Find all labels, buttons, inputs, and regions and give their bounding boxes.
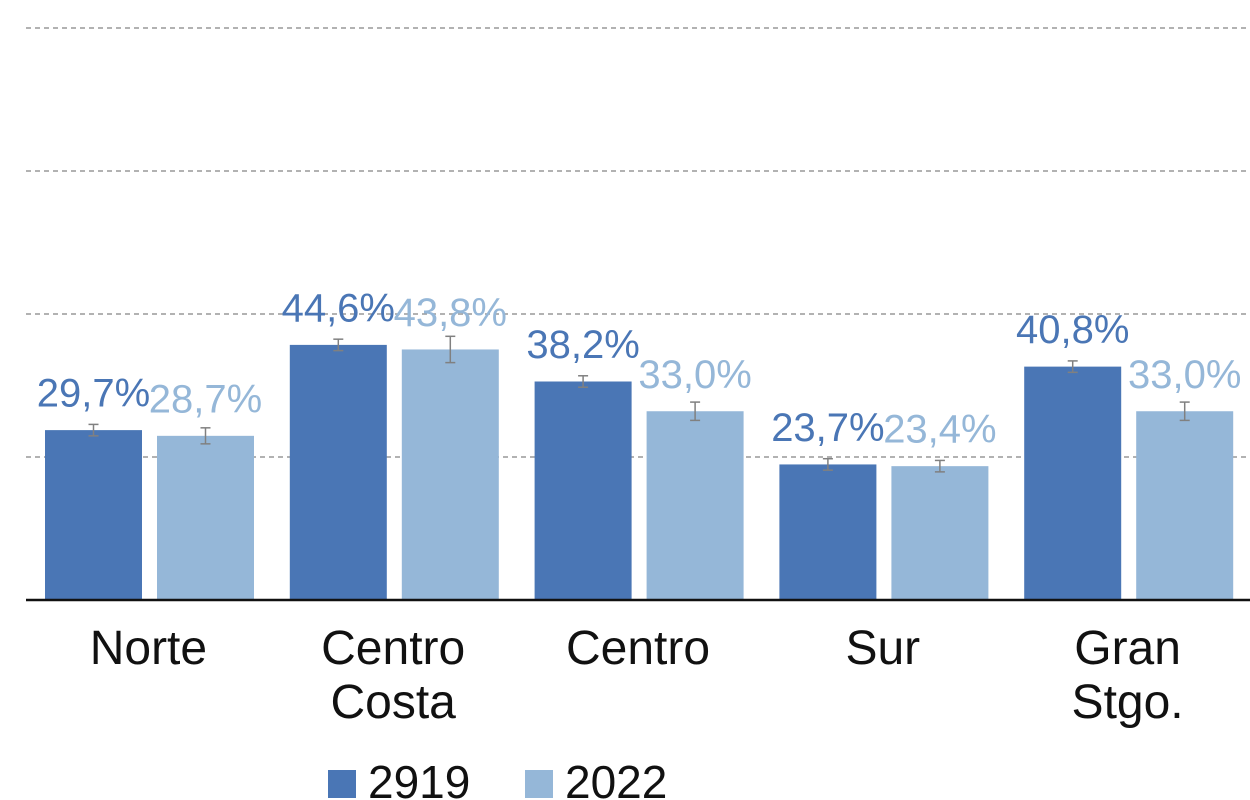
error-bar xyxy=(88,423,99,437)
bar xyxy=(157,435,254,600)
value-label: 40,8% xyxy=(1016,308,1129,352)
error-bar xyxy=(690,401,701,422)
error-bar xyxy=(1179,401,1190,422)
error-bar xyxy=(822,457,833,471)
bar xyxy=(891,466,989,600)
x-tick-label: Norte xyxy=(89,622,208,675)
x-tick-label: Gran Stgo. xyxy=(1071,622,1184,729)
value-label: 28,7% xyxy=(149,377,262,421)
error-bar xyxy=(578,375,589,388)
value-label: 29,7% xyxy=(37,372,150,416)
x-tick-label: Centro xyxy=(565,622,711,675)
value-label: 43,8% xyxy=(394,291,507,335)
bar xyxy=(646,411,744,600)
legend-swatch xyxy=(525,770,553,798)
value-label: 23,4% xyxy=(883,408,996,452)
bar xyxy=(1024,366,1122,600)
error-bar xyxy=(333,338,344,352)
bar xyxy=(45,430,142,600)
bar xyxy=(401,349,499,600)
legend-swatch xyxy=(328,770,356,798)
bar xyxy=(534,381,632,600)
legend-label: 2022 xyxy=(565,756,667,800)
value-label: 44,6% xyxy=(282,286,395,330)
error-bar xyxy=(445,335,456,364)
bar xyxy=(289,344,387,600)
x-tick-label: Centro Costa xyxy=(321,622,466,729)
value-label: 33,0% xyxy=(638,353,751,397)
error-bar xyxy=(934,459,945,473)
legend-label: 2919 xyxy=(368,756,470,800)
value-label: 38,2% xyxy=(526,323,639,367)
x-tick-label: Sur xyxy=(845,622,921,675)
value-label: 23,7% xyxy=(771,406,884,450)
bar xyxy=(779,464,877,600)
error-bar xyxy=(200,427,211,445)
error-bar xyxy=(1067,360,1078,374)
value-label: 33,0% xyxy=(1128,353,1241,397)
bar xyxy=(1136,411,1234,600)
